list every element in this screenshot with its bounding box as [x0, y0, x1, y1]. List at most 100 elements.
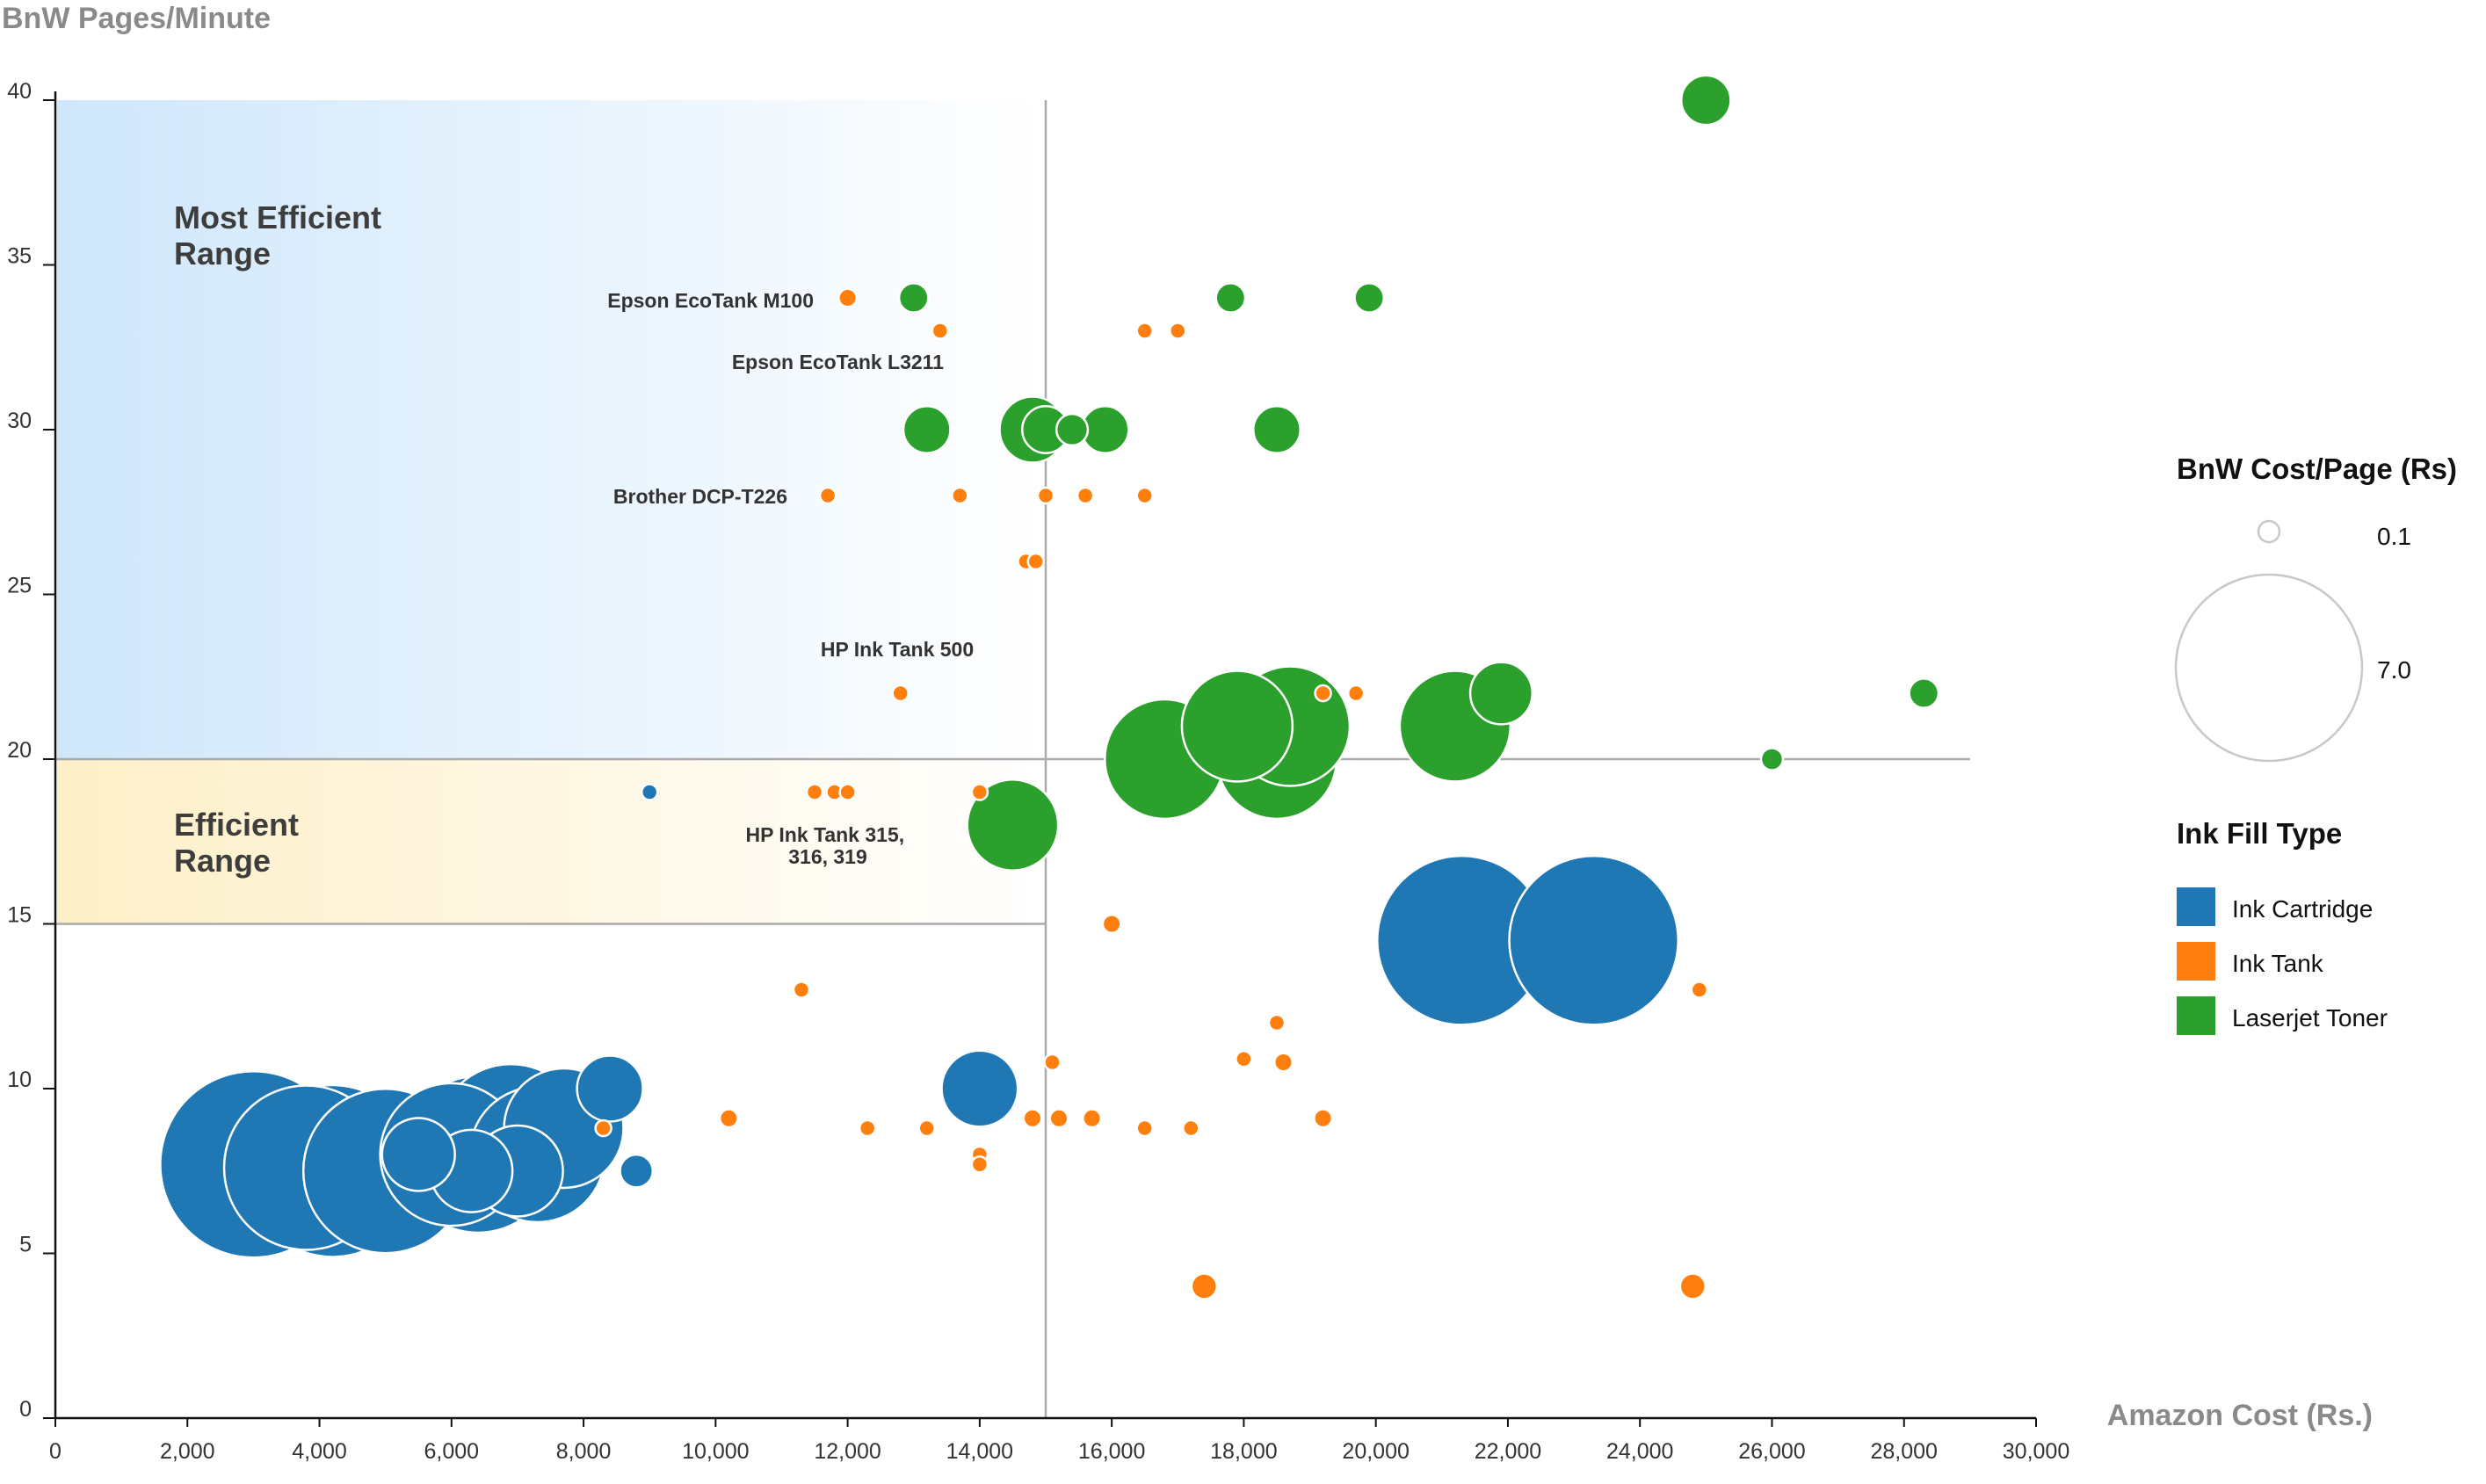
- most-efficient-label: Most Efficient Range: [174, 199, 390, 271]
- bubble-ink-tank: [1346, 684, 1366, 703]
- bubble-ink-cartridge: [640, 783, 659, 801]
- efficient-region: [57, 759, 1046, 924]
- x-tick-label: 4,000: [292, 1439, 347, 1464]
- x-tick-label: 28,000: [1870, 1439, 1937, 1464]
- efficient-label: Efficient Range: [174, 807, 308, 879]
- x-tick-label: 6,000: [424, 1439, 480, 1464]
- y-tick-label: 10: [7, 1068, 32, 1092]
- bubble-laserjet-toner: [1908, 677, 1940, 709]
- bubble-ink-tank: [1182, 1118, 1200, 1138]
- x-tick-label: 2,000: [160, 1439, 215, 1464]
- bubble-ink-tank: [917, 1118, 937, 1138]
- bubble-ink-cartridge: [619, 1153, 655, 1189]
- bubble-ink-tank: [1678, 1272, 1707, 1300]
- x-tick-label: 26,000: [1738, 1439, 1805, 1464]
- legend-label-ink-tank: Ink Tank: [2232, 950, 2324, 977]
- bubble-ink-tank: [1135, 486, 1154, 505]
- x-tick-label: 24,000: [1606, 1439, 1673, 1464]
- bubble-laserjet-toner: [1759, 747, 1785, 771]
- legend-label-laserjet-toner: Laserjet Toner: [2232, 1004, 2388, 1032]
- bubble-ink-cartridge: [381, 1117, 456, 1192]
- y-tick-label: 35: [7, 244, 32, 269]
- bubble-ink-tank: [1036, 486, 1055, 505]
- size-legend-items: 0.1 7.0: [2174, 519, 2411, 763]
- bubble-laserjet-toner: [1468, 661, 1534, 726]
- bubble-laserjet-toner: [1252, 405, 1301, 454]
- color-legend-items: Ink Cartridge Ink Tank Laserjet Toner: [2177, 887, 2388, 1035]
- bubble-ink-tank: [1272, 1052, 1294, 1073]
- y-axis-title: BnW Pages/Minute: [2, 2, 271, 35]
- bubble-ink-cartridge: [940, 1049, 1019, 1128]
- most-efficient-region: [57, 100, 1046, 759]
- bubble-ink-cartridge: [576, 1054, 644, 1123]
- bubble-ink-tank: [1313, 1108, 1334, 1129]
- legend-swatch-ink-tank: [2177, 942, 2215, 981]
- x-axis-title: Amazon Cost (Rs.): [2107, 1399, 2373, 1432]
- x-tick-label: 30,000: [2003, 1439, 2069, 1464]
- bubble-ink-tank: [1135, 322, 1154, 340]
- bubble-laserjet-toner: [897, 282, 930, 314]
- bubble-ink-tank: [838, 783, 857, 801]
- y-tick-label: 20: [7, 738, 32, 763]
- legend-swatch-ink-cartridge: [2177, 887, 2215, 926]
- size-legend-title: BnW Cost/Page (Rs): [2177, 452, 2457, 485]
- color-legend-title: Ink Fill Type: [2177, 817, 2342, 850]
- size-legend-large-label: 7.0: [2377, 656, 2411, 684]
- bubble-ink-tank: [1076, 486, 1095, 505]
- annotation-hp-ink-tank-500: HP Ink Tank 500: [821, 638, 974, 661]
- bubble-ink-tank: [1235, 1050, 1253, 1068]
- bubble-laserjet-toner: [1055, 412, 1090, 447]
- x-tick-label: 10,000: [682, 1439, 749, 1464]
- x-tick-label: 0: [49, 1439, 62, 1464]
- bubble-laserjet-toner: [1214, 282, 1247, 314]
- bubble-ink-tank: [1101, 913, 1122, 935]
- bubble-ink-tank: [1048, 1108, 1069, 1129]
- x-tick-label: 20,000: [1342, 1439, 1409, 1464]
- bubble-ink-tank: [970, 783, 989, 801]
- x-tick-label: 14,000: [946, 1439, 1013, 1464]
- annotation-epson-m100: Epson EcoTank M100: [607, 289, 814, 312]
- bubble-ink-tank: [1082, 1108, 1103, 1129]
- annotation-hp-ink-tank-315: HP Ink Tank 315, 316, 319: [745, 823, 910, 868]
- bubble-ink-tank: [951, 486, 969, 505]
- bubble-laserjet-toner: [1353, 282, 1386, 314]
- size-legend-small-label: 0.1: [2377, 523, 2411, 550]
- legend-label-ink-cartridge: Ink Cartridge: [2232, 895, 2373, 923]
- y-tick-label: 25: [7, 574, 32, 598]
- annotations: Epson EcoTank M100 Epson EcoTank L3211 B…: [607, 289, 974, 868]
- bubble-ink-tank: [594, 1118, 612, 1138]
- bubble-ink-tank: [818, 486, 837, 505]
- y-tick-label: 0: [19, 1397, 32, 1422]
- x-tick-label: 22,000: [1475, 1439, 1541, 1464]
- x-tick-label: 16,000: [1078, 1439, 1145, 1464]
- x-tick-label: 12,000: [814, 1439, 881, 1464]
- bubble-ink-tank: [1022, 1108, 1043, 1129]
- axes: 0 2,000 4,000 6,000 8,000 10,000 12,000 14,000 1…: [7, 79, 2069, 1464]
- bubble-ink-tank: [805, 783, 824, 801]
- annotation-epson-l3211: Epson EcoTank L3211: [732, 351, 944, 373]
- annotation-brother-dcp-t226: Brother DCP-T226: [613, 485, 787, 508]
- bubble-ink-tank: [970, 1155, 989, 1174]
- legend: BnW Cost/Page (Rs) 0.17.0 Ink Fill Type …: [2174, 452, 2457, 1035]
- x-tick-label: 8,000: [556, 1439, 612, 1464]
- bubble-ink-tank: [718, 1108, 739, 1129]
- legend-swatch-laserjet-toner: [2177, 996, 2215, 1035]
- y-tick-label: 15: [7, 903, 32, 928]
- bubble-ink-tank: [1135, 1118, 1154, 1138]
- bubble-ink-tank: [837, 287, 859, 308]
- bubble-laserjet-toner: [966, 778, 1060, 872]
- bubble-ink-tank: [1267, 1013, 1286, 1032]
- bubble-ink-tank: [858, 1118, 877, 1138]
- bubble-ink-cartridge: [1508, 854, 1679, 1026]
- bubble-ink-tank: [891, 684, 910, 703]
- y-tick-label: 30: [7, 409, 32, 433]
- x-tick-label: 18,000: [1210, 1439, 1277, 1464]
- bubble-ink-tank: [792, 981, 811, 999]
- bubble-ink-tank: [931, 322, 950, 340]
- bubble-laserjet-toner: [1679, 74, 1732, 127]
- bubble-laserjet-toner: [1180, 670, 1294, 783]
- y-tick-label: 5: [19, 1233, 32, 1257]
- bubbles-layer: [159, 74, 1940, 1300]
- bubble-ink-tank: [1690, 981, 1709, 999]
